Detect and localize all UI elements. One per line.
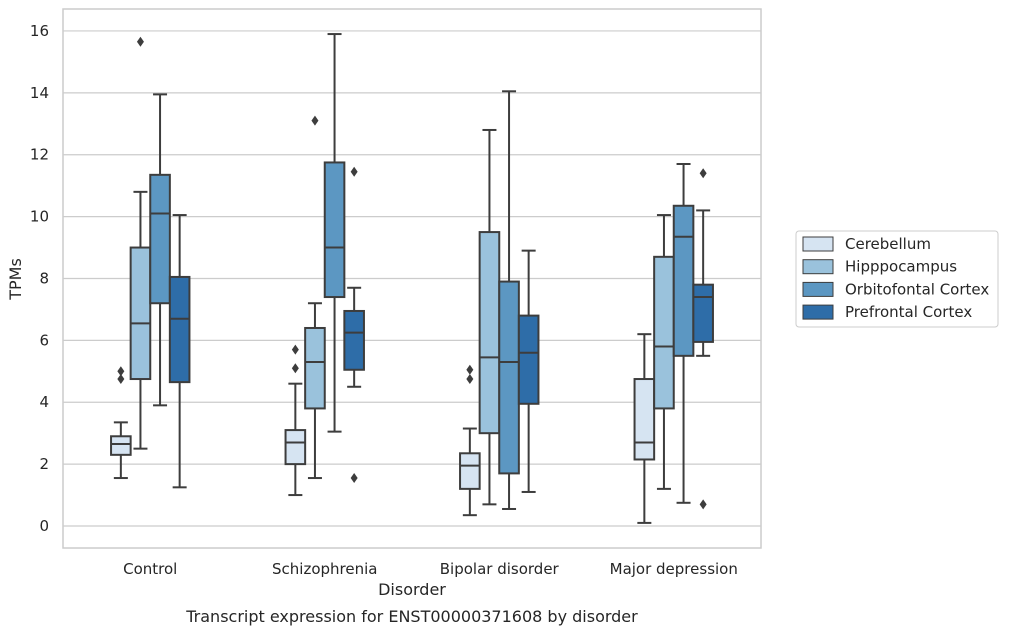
- box-iqr: [110, 435, 132, 456]
- box-iqr: [149, 173, 171, 305]
- y-axis-title: TPMs: [6, 258, 25, 301]
- box-iqr: [304, 326, 326, 410]
- box-iqr: [653, 255, 675, 410]
- box-iqr: [478, 231, 501, 435]
- outlier-point: [466, 374, 474, 385]
- box-orbitofontal-cortex: [149, 93, 171, 407]
- chart-caption: Transcript expression for ENST0000037160…: [185, 607, 638, 626]
- box-prefrontal-cortex: [692, 168, 714, 510]
- outlier-point: [699, 499, 707, 510]
- outlier-point: [350, 473, 358, 484]
- box-iqr: [323, 161, 346, 299]
- x-tick-label: Bipolar disorder: [440, 560, 560, 578]
- x-tick-label: Major depression: [610, 560, 738, 578]
- box-iqr: [498, 280, 520, 475]
- box-hipppocampus: [304, 115, 326, 480]
- y-tick-label: 2: [39, 455, 49, 473]
- box-iqr: [459, 452, 481, 490]
- box-hipppocampus: [129, 36, 152, 450]
- box-iqr: [168, 275, 191, 384]
- outlier-point: [117, 366, 125, 377]
- outlier-point: [311, 115, 319, 126]
- legend-label: Orbitofontal Cortex: [845, 280, 989, 298]
- y-tick-label: 6: [39, 331, 49, 349]
- box-cerebellum: [633, 333, 656, 524]
- legend-swatch: [802, 259, 834, 275]
- outlier-point: [699, 168, 707, 179]
- box-orbitofontal-cortex: [672, 163, 695, 504]
- box-hipppocampus: [653, 214, 675, 490]
- x-tick-label: Schizophrenia: [272, 560, 377, 578]
- x-tick-label: Control: [123, 560, 177, 578]
- box-orbitofontal-cortex: [498, 90, 520, 510]
- box-cerebellum: [110, 366, 132, 480]
- legend-swatch: [802, 281, 834, 297]
- x-axis-ticks: Control Schizophrenia Bipolar disorder Majo…: [123, 560, 738, 578]
- box-prefrontal-cortex: [517, 249, 540, 493]
- box-iqr: [692, 283, 714, 343]
- y-axis-ticks: 0 2 4 6 8 10 12 14 16: [30, 22, 49, 535]
- box-iqr: [129, 246, 152, 381]
- y-tick-label: 0: [39, 517, 49, 535]
- box-hipppocampus: [478, 128, 501, 506]
- legend: Cerebellum Hipppocampus Orbitofontal Corte…: [795, 230, 999, 328]
- y-tick-label: 14: [30, 84, 49, 102]
- outlier-point: [466, 364, 474, 375]
- legend-label: Prefrontal Cortex: [845, 303, 972, 321]
- legend-swatch: [802, 236, 834, 252]
- y-tick-label: 8: [39, 269, 49, 287]
- outlier-point: [291, 344, 299, 355]
- outlier-point: [117, 374, 125, 385]
- box-orbitofontal-cortex: [323, 33, 346, 433]
- outlier-point: [291, 363, 299, 374]
- y-tick-label: 4: [39, 393, 49, 411]
- legend-label: Hipppocampus: [845, 258, 957, 276]
- box-iqr: [633, 378, 656, 461]
- box-cerebellum: [284, 344, 307, 497]
- x-axis-title: Disorder: [378, 580, 446, 599]
- box-iqr: [343, 309, 365, 371]
- box-cerebellum: [459, 364, 481, 517]
- box-iqr: [517, 314, 540, 405]
- box-iqr: [672, 204, 695, 357]
- boxes: [110, 33, 714, 524]
- legend-label: Cerebellum: [845, 235, 931, 253]
- box-prefrontal-cortex: [343, 166, 365, 484]
- y-tick-label: 10: [30, 208, 49, 226]
- box-prefrontal-cortex: [168, 214, 191, 489]
- y-tick-label: 12: [30, 146, 49, 164]
- legend-swatch: [802, 304, 834, 320]
- box-iqr: [284, 429, 307, 466]
- outlier-point: [350, 166, 358, 177]
- plot-area-frame: [62, 8, 762, 549]
- y-tick-label: 16: [30, 22, 49, 40]
- outlier-point: [136, 36, 144, 47]
- legend-frame: [795, 230, 999, 328]
